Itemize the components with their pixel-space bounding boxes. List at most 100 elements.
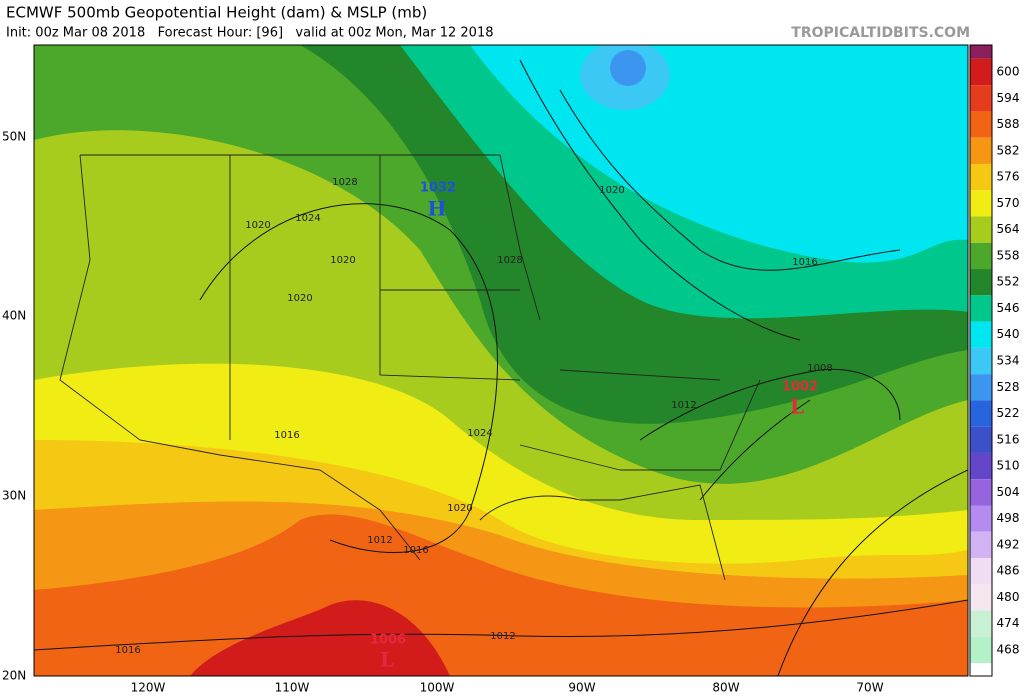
low-symbol: L <box>790 395 804 419</box>
contour-label: 1020 <box>245 220 270 231</box>
boundary <box>59 154 541 561</box>
site-credit: TROPICALTIDBITS.COM <box>791 25 970 41</box>
low-pressure: 1006 <box>370 633 406 648</box>
colorbar-label: 540 <box>997 327 1020 341</box>
contour-label: 1016 <box>792 257 817 268</box>
isobar <box>559 89 901 271</box>
high-pressure: 1032 <box>420 181 456 196</box>
map-frame <box>33 44 969 677</box>
colorbar-label: 492 <box>997 537 1020 551</box>
contour-label: 1012 <box>367 535 392 546</box>
colorbar-frame <box>969 44 993 677</box>
contour-label: 1024 <box>295 213 320 224</box>
isobar <box>777 469 968 676</box>
colorbar-label: 558 <box>997 248 1020 262</box>
colorbar-swatch <box>970 531 992 559</box>
latitude-label: 30N <box>2 489 26 503</box>
colorbar-swatch <box>970 452 992 480</box>
colorbar-label: 480 <box>997 590 1020 604</box>
contour-label: 1020 <box>287 293 312 304</box>
colorbar-swatch <box>970 374 992 401</box>
colorbar-label: 468 <box>997 643 1020 657</box>
colorbar-label: 600 <box>997 65 1020 79</box>
contour-label: 1020 <box>599 185 624 196</box>
low-symbol: L <box>380 648 394 672</box>
colorbar-swatch <box>970 163 992 191</box>
colorbar-swatch <box>970 137 992 164</box>
contour-label: 1028 <box>332 177 357 188</box>
contour-label: 1012 <box>671 400 696 411</box>
colorbar-label: 510 <box>997 459 1020 473</box>
isobar <box>639 368 901 441</box>
colorbar: 600 594 588 582 576 570 564 558 552 546 540 534 528 5… <box>969 44 1020 677</box>
colorbar-swatch <box>970 584 992 611</box>
map-area <box>34 45 968 676</box>
colorbar-swatch <box>970 58 992 86</box>
contour-label: 1012 <box>490 631 515 642</box>
boundary <box>229 155 761 471</box>
latitude-label: 50N <box>2 130 26 144</box>
colorbar-label: 522 <box>997 406 1020 420</box>
height-band <box>610 50 646 86</box>
colorbar-swatch <box>970 269 992 296</box>
colorbar-swatch <box>970 321 992 348</box>
colorbar-label: 534 <box>997 354 1020 368</box>
isobar <box>199 203 498 553</box>
colorbar-label: 552 <box>997 275 1020 289</box>
colorbar-label: 564 <box>997 222 1020 236</box>
colorbar-swatch <box>970 426 992 453</box>
colorbar-swatch <box>970 479 992 506</box>
contour-label: 1020 <box>330 255 355 266</box>
coastline <box>479 484 726 581</box>
contour-label: 1024 <box>467 428 492 439</box>
colorbar-swatch <box>970 242 992 270</box>
colorbar-label: 504 <box>997 485 1020 499</box>
isobar <box>699 399 811 501</box>
colorbar-swatch <box>970 347 992 375</box>
isobar <box>519 59 801 341</box>
colorbar-label: 486 <box>997 564 1020 578</box>
colorbar-label: 582 <box>997 143 1020 157</box>
colorbar-label: 576 <box>997 170 1020 184</box>
colorbar-label: 516 <box>997 432 1020 446</box>
colorbar-swatch <box>970 85 992 112</box>
title: ECMWF 500mb Geopotential Height (dam) & … <box>6 4 427 22</box>
colorbar-label: 570 <box>997 196 1020 210</box>
contour-label: 1016 <box>115 645 140 656</box>
longitude-label: 70W <box>856 681 883 695</box>
contour-label: 1020 <box>447 503 472 514</box>
colorbar-swatch <box>970 610 992 637</box>
contour-label: 1008 <box>807 363 832 374</box>
colorbar-label: 528 <box>997 380 1020 394</box>
colorbar-label: 594 <box>997 91 1020 105</box>
contour-label: 1016 <box>403 545 428 556</box>
isobar <box>34 599 968 651</box>
colorbar-label: 498 <box>997 511 1020 525</box>
colorbar-swatch <box>970 295 992 322</box>
longitude-label: 110W <box>275 681 310 695</box>
latitude-label: 20N <box>2 669 26 683</box>
colorbar-swatch <box>970 505 992 532</box>
low-pressure: 1002 <box>782 380 818 395</box>
colorbar-label: 546 <box>997 301 1020 315</box>
contour-label: 1028 <box>497 255 522 266</box>
colorbar-swatch <box>970 111 992 138</box>
colorbar-label: 474 <box>997 616 1020 630</box>
colorbar-swatch <box>970 45 992 59</box>
height-band <box>190 600 450 676</box>
longitude-label: 80W <box>712 681 739 695</box>
subtitle: Init: 00z Mar 08 2018 Forecast Hour: [96… <box>6 26 493 41</box>
colorbar-swatch <box>970 190 992 217</box>
latitude-label: 40N <box>2 309 26 323</box>
colorbar-swatch <box>970 216 992 243</box>
longitude-label: 120W <box>131 681 166 695</box>
high-symbol: H <box>428 197 447 221</box>
colorbar-swatch <box>970 558 992 585</box>
longitude-label: 100W <box>420 681 455 695</box>
colorbar-swatch <box>970 400 992 427</box>
colorbar-swatch <box>970 636 992 664</box>
contour-label: 1016 <box>274 430 299 441</box>
